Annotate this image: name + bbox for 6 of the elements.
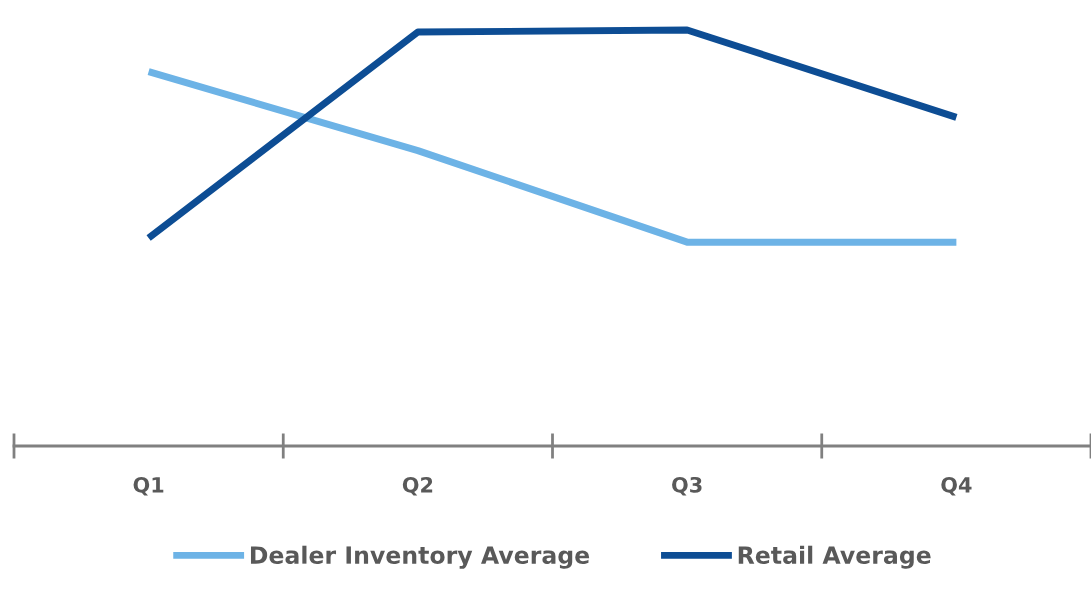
x-tick-label: Q3 <box>672 476 702 496</box>
legend-label: Dealer Inventory Average <box>250 545 590 569</box>
x-tick-label: Q2 <box>402 476 433 496</box>
legend-label: Retail Average <box>738 545 931 569</box>
x-tick-label: Q1 <box>133 476 164 496</box>
x-tick-label: Q4 <box>941 476 972 496</box>
